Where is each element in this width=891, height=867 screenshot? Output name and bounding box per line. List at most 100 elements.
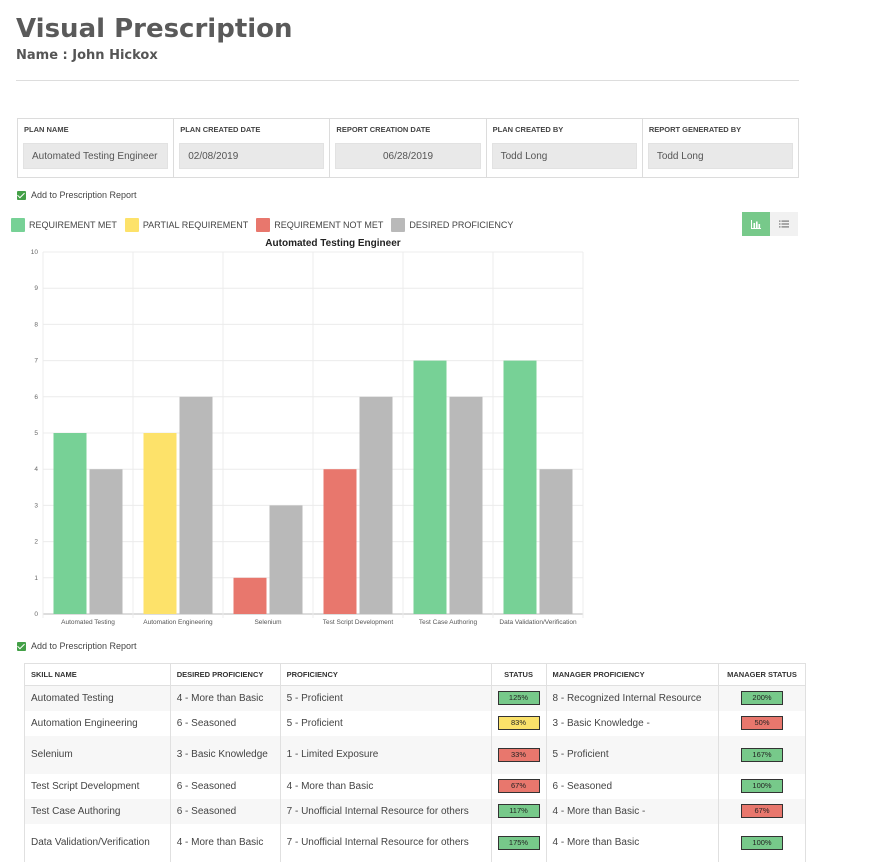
skill-name-cell: Automation Engineering — [24, 710, 171, 736]
bar-desired-proficiency — [359, 396, 393, 614]
x-tick-label: Selenium — [254, 619, 281, 626]
column-header[interactable]: MANAGER STATUS — [718, 663, 806, 686]
bar-proficiency — [503, 360, 537, 614]
manager-proficiency-cell: 8 - Recognized Internal Resource — [545, 685, 720, 711]
legend-label: REQUIREMENT MET — [29, 220, 117, 230]
skill-name-cell: Automated Testing — [24, 685, 171, 711]
column-header[interactable]: DESIRED PROFICIENCY — [169, 663, 281, 686]
y-tick-label: 7 — [34, 358, 38, 365]
report-creation-date-field[interactable]: 06/28/2019 — [335, 143, 481, 169]
status-cell: 33% — [490, 735, 547, 774]
manager-proficiency-cell: 4 - More than Basic - — [545, 798, 720, 824]
checkbox-checked-icon[interactable] — [17, 190, 26, 200]
legend-item-requirement-met: REQUIREMENT MET — [11, 218, 117, 232]
proficiency-cell: 4 - More than Basic — [279, 773, 492, 799]
chart-view-button[interactable] — [742, 212, 770, 236]
proficiency-chart: Automated Testing Engineer 0 1 2 3 4 5 6 7 8 9 10 Au… — [0, 232, 600, 637]
skill-name-cell: Test Case Authoring — [24, 798, 171, 824]
manager-proficiency-cell: 4 - More than Basic — [545, 823, 720, 862]
bar-proficiency — [53, 433, 87, 614]
status-cell: 67% — [490, 773, 547, 799]
status-cell: 83% — [490, 710, 547, 736]
employee-name: Name : John Hickox — [16, 48, 158, 63]
legend-label: DESIRED PROFICIENCY — [409, 220, 514, 230]
status-cell: 175% — [490, 823, 547, 862]
list-icon — [779, 220, 789, 228]
skill-name-cell: Selenium — [24, 735, 171, 774]
status-badge: 67% — [741, 804, 783, 818]
legend-item-requirement-not-met: REQUIREMENT NOT MET — [256, 218, 383, 232]
bar-desired-proficiency — [89, 469, 123, 614]
bar-desired-proficiency — [269, 505, 303, 614]
plan-created-date-label: PLAN CREATED DATE — [180, 125, 261, 134]
page-title: Visual Prescription — [16, 14, 293, 44]
add-table-to-report[interactable]: Add to Prescription Report — [17, 641, 137, 651]
checkbox-checked-icon[interactable] — [17, 641, 26, 651]
plan-created-date-field[interactable]: 02/08/2019 — [179, 143, 325, 169]
y-tick-label: 10 — [31, 249, 39, 256]
legend-swatch — [391, 218, 406, 232]
table-row: Test Script Development 6 - Seasoned 4 - M… — [24, 773, 806, 799]
table-row: Data Validation/Verification 4 - More tha… — [24, 823, 806, 862]
table-row: Test Case Authoring 6 - Seasoned 7 - Unoff… — [24, 798, 806, 824]
x-tick-label: Data Validation/Verification — [499, 619, 577, 626]
bar-desired-proficiency — [449, 396, 483, 614]
column-header[interactable]: PROFICIENCY — [279, 663, 492, 686]
report-generated-by-label: REPORT GENERATED BY — [648, 125, 742, 134]
manager-proficiency-cell: 6 - Seasoned — [545, 773, 720, 799]
legend-swatch — [256, 218, 271, 232]
report-generated-by-cell: REPORT GENERATED BY Todd Long — [643, 119, 798, 177]
bar-desired-proficiency — [539, 469, 573, 614]
status-badge: 200% — [741, 691, 783, 706]
status-badge: 83% — [497, 716, 540, 730]
manager-status-cell: 67% — [718, 798, 806, 824]
manager-status-cell: 100% — [718, 773, 806, 799]
bar-proficiency — [143, 433, 177, 614]
plan-created-by-field[interactable]: Todd Long — [491, 143, 637, 169]
y-tick-label: 1 — [34, 575, 38, 582]
add-chart-to-report[interactable]: Add to Prescription Report — [17, 190, 137, 200]
plan-info-panel: PLAN NAME Automated Testing Engineer PLA… — [17, 118, 799, 178]
legend-item-desired-proficiency: DESIRED PROFICIENCY — [391, 218, 513, 232]
plan-created-date-cell: PLAN CREATED DATE 02/08/2019 — [174, 119, 331, 177]
x-tick-label: Test Script Development — [323, 619, 394, 626]
manager-proficiency-cell: 5 - Proficient — [545, 735, 720, 774]
plan-name-cell: PLAN NAME Automated Testing Engineer — [18, 119, 175, 177]
add-chart-to-report-label: Add to Prescription Report — [31, 190, 137, 200]
status-cell: 117% — [490, 798, 547, 824]
skill-name-cell: Test Script Development — [24, 773, 171, 799]
status-badge: 117% — [497, 804, 540, 818]
y-tick-label: 4 — [34, 466, 38, 473]
table-row: Selenium 3 - Basic Knowledge 1 - Limited E… — [24, 735, 806, 774]
report-creation-date-cell: REPORT CREATION DATE 06/28/2019 — [330, 119, 487, 177]
column-header[interactable]: MANAGER PROFICIENCY — [545, 663, 720, 686]
skills-table: SKILL NAME DESIRED PROFICIENCY PROFICIEN… — [24, 663, 806, 862]
chart-title: Automated Testing Engineer — [265, 238, 400, 249]
table-header-row: SKILL NAME DESIRED PROFICIENCY PROFICIEN… — [24, 663, 806, 686]
manager-status-cell: 50% — [718, 710, 806, 736]
column-header[interactable]: STATUS — [490, 663, 547, 686]
proficiency-cell: 7 - Unofficial Internal Resource for oth… — [279, 823, 492, 862]
plan-name-field[interactable]: Automated Testing Engineer — [23, 143, 169, 169]
status-badge: 167% — [741, 747, 783, 762]
header-divider — [16, 80, 799, 81]
y-tick-label: 3 — [34, 502, 38, 509]
plan-name-label: PLAN NAME — [24, 125, 69, 134]
proficiency-cell: 1 - Limited Exposure — [279, 735, 492, 774]
table-row: Automation Engineering 6 - Seasoned 5 - Pr… — [24, 710, 806, 736]
list-view-button[interactable] — [770, 212, 798, 236]
proficiency-cell: 7 - Unofficial Internal Resource for oth… — [279, 798, 492, 824]
bar-chart: Automated Testing Engineer 0 1 2 3 4 5 6 7 8 9 10 Au… — [31, 238, 584, 626]
skills-table-body: Automated Testing 4 - More than Basic 5 - … — [24, 685, 806, 862]
y-tick-label: 6 — [34, 394, 38, 401]
manager-status-cell: 200% — [718, 685, 806, 711]
chart-legend: REQUIREMENT MET PARTIAL REQUIREMENT REQU… — [11, 218, 521, 232]
status-badge: 125% — [497, 691, 540, 706]
column-header[interactable]: SKILL NAME — [24, 663, 171, 686]
report-generated-by-field[interactable]: Todd Long — [647, 143, 794, 169]
y-tick-label: 9 — [34, 285, 38, 292]
y-tick-label: 5 — [34, 430, 38, 437]
bar-desired-proficiency — [179, 396, 213, 614]
manager-status-cell: 167% — [718, 735, 806, 774]
status-badge: 100% — [741, 835, 783, 850]
